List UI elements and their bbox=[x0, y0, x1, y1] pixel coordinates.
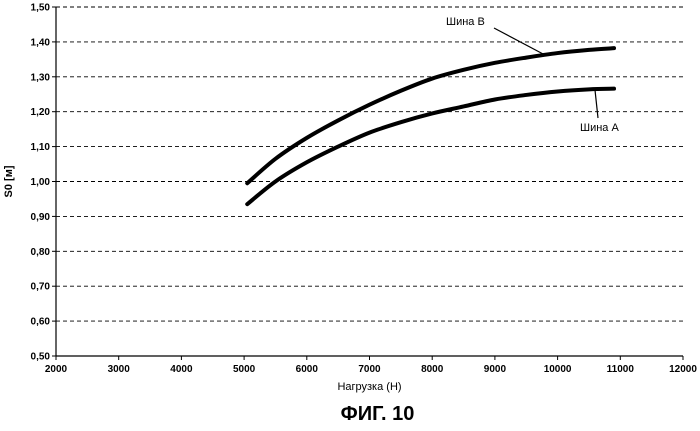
x-tick-label: 12000 bbox=[669, 364, 697, 375]
axes: 0,50 0,60 0,70 0,80 0,90 1,00 1,10 1,20 1,30 1,40… bbox=[31, 3, 698, 376]
y-tick-label: 1,40 bbox=[31, 37, 51, 48]
y-tick-label: 0,50 bbox=[31, 352, 51, 363]
x-tick-label: 9000 bbox=[484, 364, 507, 375]
figure-caption: ФИГ. 10 bbox=[341, 403, 415, 425]
x-tick-label: 8000 bbox=[421, 364, 444, 375]
y-tick-label: 0,70 bbox=[31, 282, 51, 293]
x-tick-label: 6000 bbox=[296, 364, 319, 375]
y-tick-label: 1,10 bbox=[31, 142, 51, 153]
x-tick-label: 2000 bbox=[45, 364, 68, 375]
y-tick-label: 1,20 bbox=[31, 107, 51, 118]
x-tick-label: 11000 bbox=[607, 364, 635, 375]
x-tick-label: 7000 bbox=[358, 364, 381, 375]
y-tick-label: 0,60 bbox=[31, 317, 51, 328]
y-tick-label: 1,00 bbox=[31, 177, 51, 188]
y-tick-label: 1,30 bbox=[31, 72, 51, 83]
x-tick-label: 3000 bbox=[108, 364, 131, 375]
x-axis-title: Нагрузка (Н) bbox=[337, 381, 401, 393]
y-tick-label: 1,50 bbox=[31, 3, 51, 14]
x-tick-label: 10000 bbox=[544, 364, 572, 375]
x-tick-label: 5000 bbox=[233, 364, 256, 375]
y-tick-label: 0,90 bbox=[31, 212, 51, 223]
annotation-tire-a: Шина A bbox=[580, 122, 619, 134]
series-lines bbox=[247, 48, 614, 204]
annotation-tire-b-leader bbox=[494, 28, 545, 55]
series-annotations: Шина B Шина A bbox=[446, 16, 619, 134]
y-tick-label: 0,80 bbox=[31, 247, 51, 258]
annotation-tire-b: Шина B bbox=[446, 16, 485, 28]
x-tick-label: 4000 bbox=[170, 364, 193, 375]
annotation-tire-a-leader bbox=[595, 90, 598, 118]
grid-lines bbox=[56, 7, 683, 321]
y-axis-title: S0 [м] bbox=[3, 165, 15, 197]
